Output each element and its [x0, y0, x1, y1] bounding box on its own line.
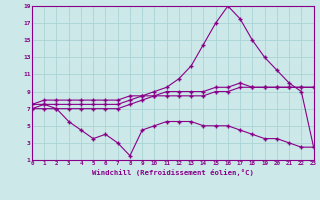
X-axis label: Windchill (Refroidissement éolien,°C): Windchill (Refroidissement éolien,°C) — [92, 169, 254, 176]
